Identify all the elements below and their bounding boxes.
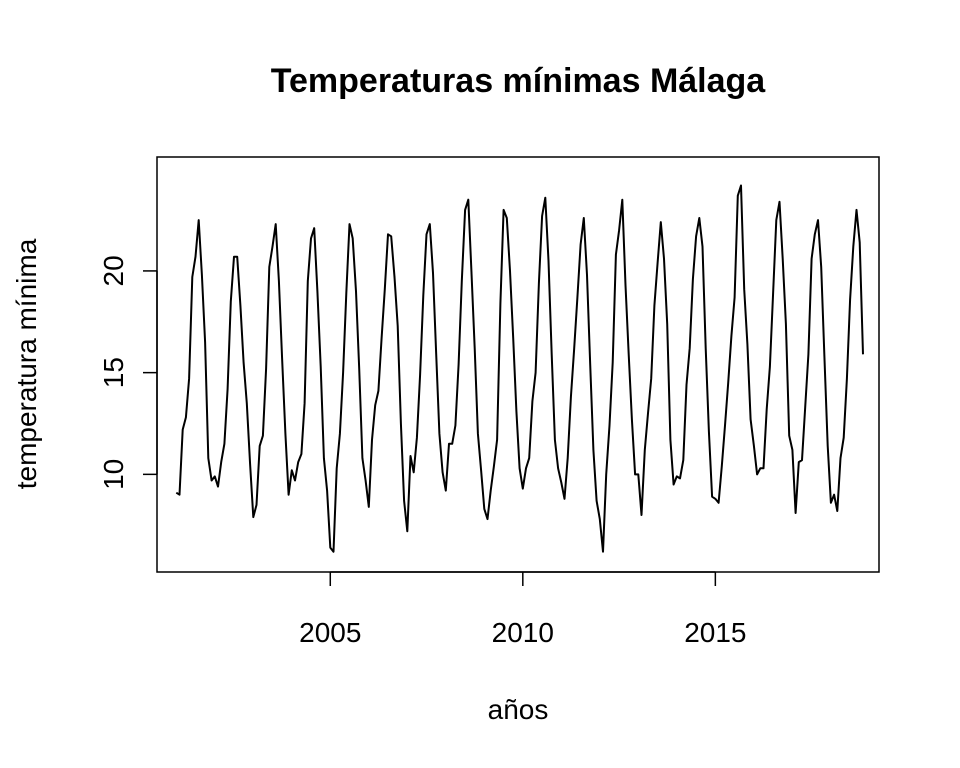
temperature-series-line bbox=[175, 184, 864, 553]
x-tick-label: 2010 bbox=[492, 617, 554, 648]
y-tick-label: 15 bbox=[98, 357, 129, 388]
x-axis-label: años bbox=[488, 694, 549, 725]
y-axis: 10 15 20 bbox=[98, 255, 158, 490]
x-tick-label: 2015 bbox=[684, 617, 746, 648]
x-tick-label: 2005 bbox=[299, 617, 361, 648]
y-axis-label: temperatura mínima bbox=[11, 238, 42, 489]
y-tick-label: 20 bbox=[98, 255, 129, 286]
y-tick-label: 10 bbox=[98, 459, 129, 490]
x-axis: 2005 2010 2015 bbox=[299, 571, 746, 648]
chart-title: Temperaturas mínimas Málaga bbox=[271, 62, 767, 100]
